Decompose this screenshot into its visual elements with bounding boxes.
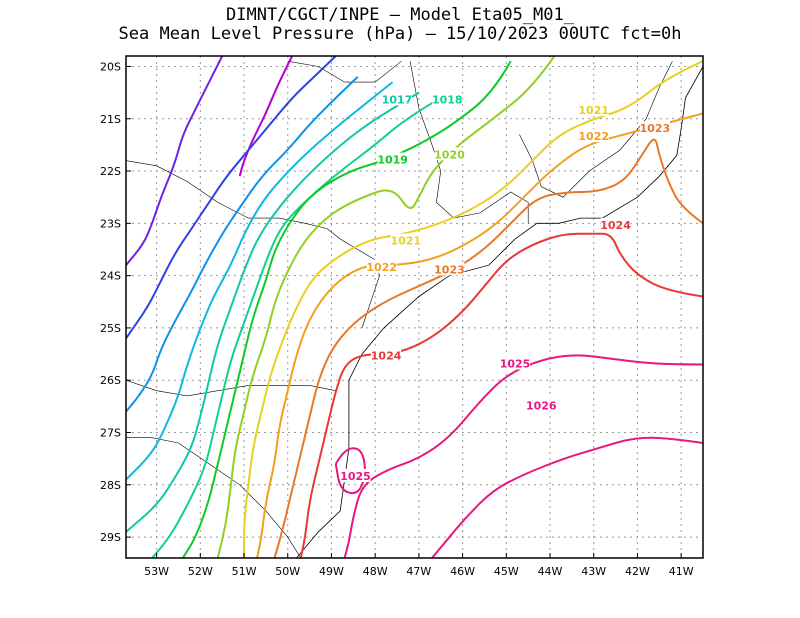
contour-label-bg [366, 259, 397, 273]
contour-label-bg [526, 398, 557, 412]
isobar-1025 [343, 354, 703, 558]
isobar-1013 [126, 76, 359, 413]
contour-label-bg [578, 129, 609, 143]
contour-label: 1021 [390, 235, 421, 248]
isobar-1019 [181, 60, 512, 558]
lon-tick-label: 47W [406, 565, 431, 578]
lon-tick-label: 48W [363, 565, 388, 578]
isobar-1014 [126, 81, 394, 481]
isobar-1010 [238, 56, 293, 177]
lon-tick-label: 51W [232, 565, 257, 578]
lon-tick-label: 41W [669, 565, 694, 578]
contour-label: 1019 [377, 154, 408, 167]
contour-label-bg [377, 152, 408, 166]
contour-label: 1024 [600, 219, 631, 232]
state-border [519, 61, 673, 198]
contour-label-bg [382, 92, 413, 106]
political-borders [126, 60, 703, 558]
isobar-1022 [256, 112, 703, 558]
contour-label: 1022 [578, 130, 609, 143]
contour-label: 1021 [578, 104, 609, 117]
isobar-1026 [431, 436, 703, 558]
lon-tick-label: 49W [319, 565, 344, 578]
contour-label: 1023 [434, 263, 465, 276]
plot-frame [125, 55, 704, 559]
isobar-1023 [273, 138, 703, 558]
contour-label: 1026 [526, 399, 557, 412]
lon-tick-label: 46W [450, 565, 475, 578]
isobar-1020 [216, 56, 556, 558]
isobar-1011 [126, 56, 224, 266]
contour-label-bg [434, 262, 465, 276]
isobar-1016 [151, 96, 442, 558]
state-border [126, 437, 302, 558]
lat-tick-label: 25S [100, 322, 121, 335]
state-border [287, 60, 402, 83]
isobar-1012 [126, 56, 337, 339]
state-border [409, 61, 529, 224]
lon-tick-label: 45W [494, 565, 519, 578]
axis-ticks: 20S 21S 22S 23S 24S 25S 26S 27S 28S 29S 53W 52W 51W 5… [100, 60, 694, 578]
pressure-contours [126, 56, 703, 558]
lon-tick-label: 53W [144, 565, 169, 578]
lat-tick-label: 29S [100, 531, 121, 544]
isobar-1021 [243, 60, 703, 558]
lat-tick-label: 28S [100, 479, 121, 492]
lat-tick-label: 22S [100, 165, 121, 178]
isobar-1024 [299, 232, 703, 558]
contour-label-bg [600, 217, 631, 231]
lon-tick-label: 50W [275, 565, 300, 578]
lon-tick-label: 44W [538, 565, 563, 578]
lat-tick-label: 20S [100, 60, 121, 73]
lon-tick-label: 52W [188, 565, 213, 578]
contour-label-bg [390, 233, 421, 247]
contour-label: 1017 [382, 93, 413, 106]
lat-tick-label: 24S [100, 270, 121, 283]
contour-label: 1025 [500, 358, 531, 371]
contour-label-bg [371, 348, 402, 362]
contour-label: 1024 [371, 350, 402, 363]
contour-label: 1022 [366, 261, 397, 274]
state-border [126, 379, 336, 397]
lat-tick-label: 23S [100, 217, 121, 230]
lon-tick-label: 42W [625, 565, 650, 578]
contour-label-bg [578, 102, 609, 116]
contour-label-bg [432, 92, 463, 106]
title-line-1: DIMNT/CGCT/INPE – Model Eta05_M01_ [226, 5, 574, 25]
contour-label-bg [500, 356, 531, 370]
coastline [296, 66, 703, 558]
contour-label-bg [639, 121, 670, 135]
chart-title: DIMNT/CGCT/INPE – Model Eta05_M01_ Sea M… [0, 6, 800, 44]
contour-label: 1023 [640, 122, 671, 135]
contour-label: 1018 [432, 93, 463, 106]
lat-tick-label: 27S [100, 427, 121, 440]
isobar-1015 [126, 91, 420, 533]
contour-labels: 1017 1018 1019 1020 1021 1021 1022 1022 1023 1023… [340, 92, 670, 483]
contour-label: 1025 [340, 470, 371, 483]
state-border [126, 160, 380, 328]
contour-label-bg [434, 147, 465, 161]
lat-tick-label: 26S [100, 374, 121, 387]
lat-tick-label: 21S [100, 113, 121, 126]
lon-tick-label: 43W [581, 565, 606, 578]
contour-label-bg [340, 468, 371, 482]
contour-label: 1020 [434, 148, 465, 161]
title-line-2: Sea Mean Level Pressure (hPa) – 15/10/20… [118, 24, 682, 44]
